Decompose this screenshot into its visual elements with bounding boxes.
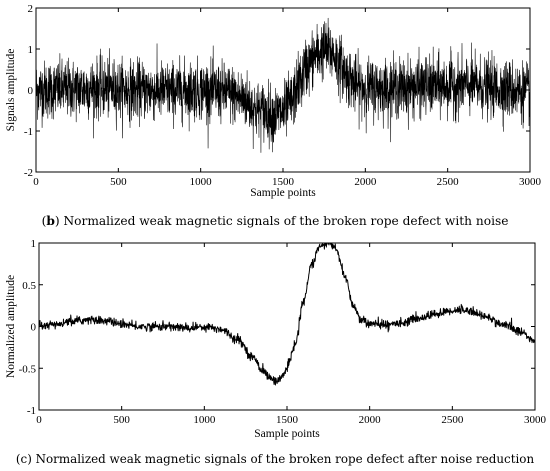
caption-b-text: Normalized weak magnetic signals of the … [63,214,509,228]
y-tick-label-c-4: 1 [31,238,37,250]
y-tick-label-b-4: 2 [28,3,34,15]
y-tick-label-b-0: -2 [24,167,33,179]
caption-c-text: Normalized weak magnetic signals of the … [35,452,535,466]
x-axis-label-c: Sample points [254,428,320,440]
y-ticks-b: -2 -1 0 1 2 [24,3,530,179]
y-tick-label-c-1: -0.5 [19,363,37,375]
x-tick-label-c-5: 2500 [441,414,464,426]
y-axis-label-b: Signals amplitude [5,49,17,132]
y-tick-label-c-2: 0 [31,322,37,334]
caption-b-letter: b [46,214,55,228]
caption-c-letter: c [20,452,28,466]
x-tick-label-b-3: 1500 [272,176,295,188]
x-tick-label-c-4: 2000 [359,414,382,426]
x-tick-label-b-0: 0 [33,176,39,188]
y-tick-label-b-1: -1 [24,126,33,138]
x-tick-label-c-0: 0 [36,414,42,426]
x-tick-label-b-6: 3000 [519,176,542,188]
caption-b: (b) Normalized weak magnetic signals of … [41,214,509,228]
chart-panel-c: 0 500 1000 1500 2000 2500 3000 -1 -0.5 0 0.5 1 Sam… [5,238,547,440]
x-ticks-b: 0 500 1000 1500 2000 2500 3000 [33,8,542,188]
x-tick-label-b-4: 2000 [354,176,377,188]
x-tick-label-b-5: 2500 [437,176,460,188]
x-axis-label-b: Sample points [250,187,316,199]
signal-line-b [35,17,531,153]
x-tick-label-c-6: 3000 [524,414,547,426]
chart-panel-b: 0 500 1000 1500 2000 2500 3000 -2 -1 0 1 2 Sample … [5,3,542,199]
y-tick-label-c-0: -1 [27,405,36,417]
x-tick-label-b-1: 500 [110,176,127,188]
x-tick-label-b-2: 1000 [190,176,213,188]
x-tick-label-c-1: 500 [113,414,130,426]
signal-line-c [38,242,536,386]
x-tick-label-c-2: 1000 [193,414,216,426]
y-tick-label-b-2: 0 [28,85,34,97]
caption-c: (c) Normalized weak magnetic signals of … [15,452,535,466]
y-tick-label-c-3: 0.5 [22,280,36,292]
x-ticks-c: 0 500 1000 1500 2000 2500 3000 [36,243,547,426]
y-ticks-c: -1 -0.5 0 0.5 1 [19,238,535,417]
y-axis-label-c: Normalized amplitude [5,275,17,378]
x-tick-label-c-3: 1500 [276,414,299,426]
y-tick-label-b-3: 1 [28,44,34,56]
